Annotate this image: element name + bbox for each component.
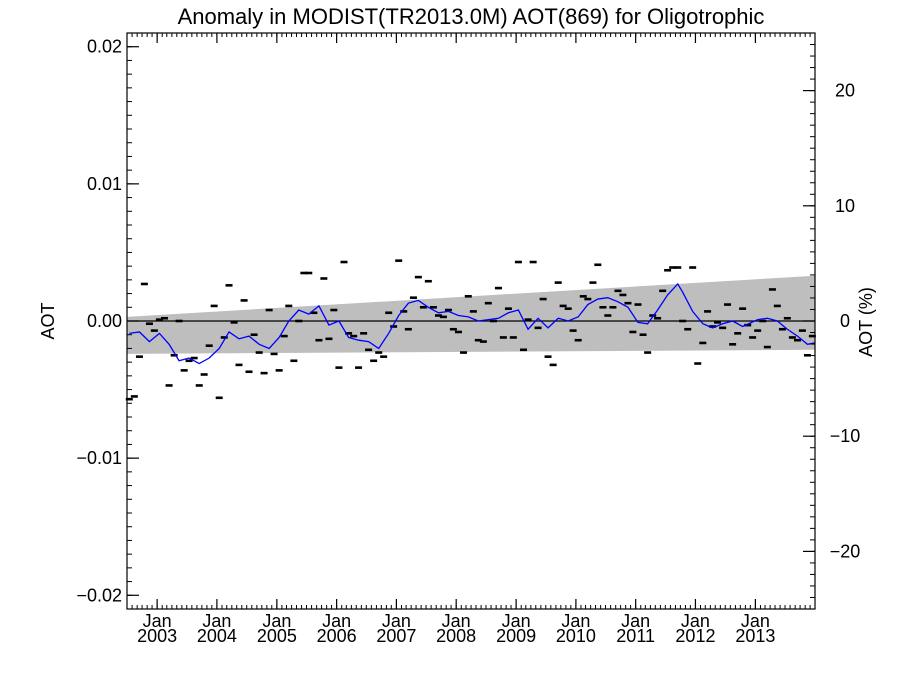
x-tick-label-month: Jan [502,611,531,631]
y-tick-label-right: 0 [840,311,850,331]
y-tick-label-left: 0.00 [87,311,122,331]
y-tick-label-left: −0.01 [76,448,122,468]
x-tick-label-year: 2013 [735,626,775,646]
x-tick-label-month: Jan [382,611,411,631]
x-tick-label-year: 2011 [616,626,655,646]
y-tick-label-left: −0.02 [76,585,122,605]
x-tick-label-month: Jan [681,611,710,631]
x-tick-label-month: Jan [561,611,590,631]
plot-area: Jan2003Jan2004Jan2005Jan2006Jan2007Jan20… [76,32,861,646]
x-tick-label-month: Jan [621,611,650,631]
x-tick-label-month: Jan [262,611,291,631]
x-tick-label-month: Jan [143,611,172,631]
y-tick-label-left: 0.02 [87,37,122,57]
x-tick-label-month: Jan [442,611,471,631]
x-tick-label-month: Jan [322,611,351,631]
x-tick-label-year: 2006 [317,626,357,646]
x-tick-label-month: Jan [202,611,231,631]
x-tick-label-year: 2012 [675,626,715,646]
x-tick-label-year: 2009 [496,626,536,646]
x-tick-label-year: 2005 [257,626,297,646]
y-axis-label-right: AOT (%) [856,287,876,357]
x-tick-label-year: 2008 [436,626,476,646]
chart-title: Anomaly in MODIST(TR2013.0M) AOT(869) fo… [178,4,765,29]
x-tick-label-year: 2004 [197,626,237,646]
x-tick-label-year: 2007 [376,626,416,646]
y-tick-label-right: −10 [830,426,861,446]
y-tick-label-right: 20 [835,81,855,101]
uncertainty-band [127,275,815,354]
y-tick-label-right: 10 [835,196,855,216]
x-tick-label-month: Jan [741,611,770,631]
y-tick-label-left: 0.01 [87,174,122,194]
smoothed-line [129,282,816,365]
y-axis-label-left: AOT [38,302,58,339]
x-tick-label-year: 2010 [556,626,596,646]
x-tick-label-year: 2003 [137,626,177,646]
y-tick-label-right: −20 [830,541,861,561]
